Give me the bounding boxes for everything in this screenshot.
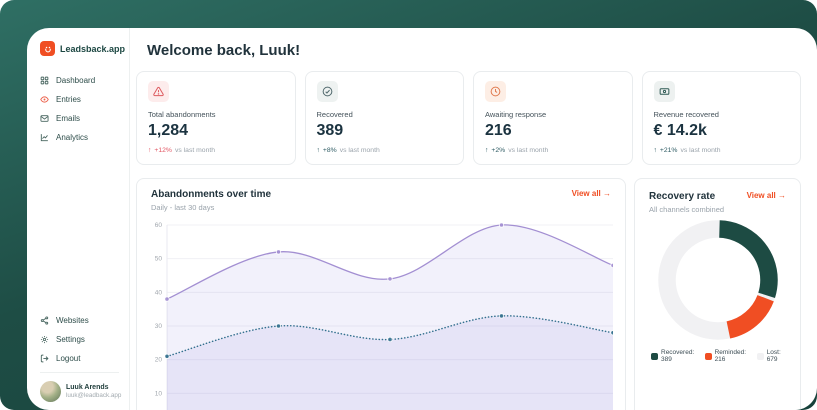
- sidebar-item-entries[interactable]: Entries: [40, 95, 129, 104]
- panel-title: Abandonments over time: [151, 189, 271, 200]
- donut-legend: Recovered: 389 Reminded: 216 Lost: 679: [649, 349, 786, 363]
- stat-label: Total abandonments: [148, 110, 284, 119]
- sidebar-item-analytics[interactable]: Analytics: [40, 133, 129, 142]
- stat-delta: ↑ +12% vs last month: [148, 147, 284, 154]
- stat-label: Awaiting response: [485, 110, 621, 119]
- clock-icon: [485, 81, 506, 102]
- stat-value: 389: [317, 122, 453, 140]
- app-logo[interactable]: Leadsback.app: [40, 41, 129, 56]
- mail-icon: [40, 114, 49, 123]
- stats-row: Total abandonments 1,284 ↑ +12% vs last …: [136, 71, 801, 165]
- app-name: Leadsback.app: [60, 44, 125, 54]
- share-icon: [40, 316, 49, 325]
- sidebar-spacer: [40, 142, 129, 296]
- sidebar-item-dashboard[interactable]: Dashboard: [40, 76, 129, 85]
- gear-icon: [40, 335, 49, 344]
- stat-card-revenue-recovered: Revenue recovered € 14.2k ↑ +21% vs last…: [642, 71, 802, 165]
- check-circle-icon: [317, 81, 338, 102]
- recovery-donut: [649, 218, 786, 342]
- user-profile[interactable]: Luuk Arends luuk@leadback.app: [40, 372, 119, 402]
- panel-subtitle: Daily - last 30 days: [151, 203, 271, 212]
- arrow-up-icon: ↑: [317, 147, 320, 154]
- legend-swatch: [651, 353, 658, 360]
- eye-icon: [40, 95, 49, 104]
- stat-label: Recovered: [317, 110, 453, 119]
- stat-card-recovered: Recovered 389 ↑ +8% vs last month: [305, 71, 465, 165]
- recovery-donut-svg: [652, 218, 784, 342]
- stat-delta: ↑ +8% vs last month: [317, 147, 453, 154]
- logo-icon: [40, 41, 55, 56]
- abandonments-panel: Abandonments over time Daily - last 30 d…: [136, 178, 626, 410]
- user-email: luuk@leadback.app: [66, 392, 121, 400]
- sidebar-item-label: Dashboard: [56, 76, 95, 85]
- stat-value: 216: [485, 122, 621, 140]
- legend-swatch: [705, 353, 712, 360]
- panel-subtitle: All channels combined: [649, 205, 724, 214]
- legend-item-reminded: Reminded: 216: [705, 349, 748, 363]
- stat-card-awaiting-response: Awaiting response 216 ↑ +2% vs last mont…: [473, 71, 633, 165]
- svg-text:10: 10: [155, 390, 163, 397]
- recovery-panel: Recovery rate All channels combined View…: [634, 178, 801, 410]
- stat-label: Revenue recovered: [654, 110, 790, 119]
- stat-card-total-abandonments: Total abandonments 1,284 ↑ +12% vs last …: [136, 71, 296, 165]
- app-window: Leadsback.app Dashboard: [27, 28, 817, 410]
- svg-text:20: 20: [155, 357, 163, 364]
- abandonments-chart: 0102030405060: [151, 218, 611, 410]
- grid-icon: [40, 76, 49, 85]
- page-title: Welcome back, Luuk!: [147, 42, 801, 59]
- stat-value: 1,284: [148, 122, 284, 140]
- view-all-link[interactable]: View all →: [747, 191, 786, 200]
- arrow-up-icon: ↑: [485, 147, 488, 154]
- arrow-up-icon: ↑: [654, 147, 657, 154]
- legend-swatch: [757, 353, 764, 360]
- sidebar-item-logout[interactable]: Logout: [40, 354, 129, 363]
- sidebar: Leadsback.app Dashboard: [27, 28, 130, 410]
- sidebar-item-label: Websites: [56, 316, 89, 325]
- stat-value: € 14.2k: [654, 122, 790, 140]
- legend-item-recovered: Recovered: 389: [651, 349, 696, 363]
- svg-text:30: 30: [155, 323, 163, 330]
- banknote-icon: [654, 81, 675, 102]
- chart-icon: [40, 133, 49, 142]
- arrow-up-icon: ↑: [148, 147, 151, 154]
- main-content: Welcome back, Luuk! Total abandonments 1…: [130, 28, 817, 410]
- warning-icon: [148, 81, 169, 102]
- app-frame: Leadsback.app Dashboard: [0, 0, 817, 410]
- sidebar-item-label: Emails: [56, 114, 80, 123]
- sidebar-item-label: Entries: [56, 95, 81, 104]
- sidebar-item-label: Logout: [56, 354, 80, 363]
- stat-delta: ↑ +21% vs last month: [654, 147, 790, 154]
- charts-row: Abandonments over time Daily - last 30 d…: [136, 178, 801, 410]
- view-all-link[interactable]: View all →: [572, 189, 611, 198]
- legend-item-lost: Lost: 679: [757, 349, 786, 363]
- panel-title: Recovery rate: [649, 191, 724, 202]
- stat-delta: ↑ +2% vs last month: [485, 147, 621, 154]
- sidebar-item-label: Settings: [56, 335, 85, 344]
- svg-text:50: 50: [155, 256, 163, 263]
- logout-icon: [40, 354, 49, 363]
- avatar: [40, 381, 61, 402]
- secondary-nav: Websites Settings: [40, 316, 129, 363]
- user-name: Luuk Arends: [66, 383, 121, 392]
- sidebar-item-websites[interactable]: Websites: [40, 316, 129, 325]
- abandonments-chart-svg: 0102030405060: [151, 218, 613, 410]
- svg-text:60: 60: [155, 222, 163, 229]
- primary-nav: Dashboard Entries: [40, 76, 129, 142]
- sidebar-item-emails[interactable]: Emails: [40, 114, 129, 123]
- sidebar-item-label: Analytics: [56, 133, 88, 142]
- sidebar-item-settings[interactable]: Settings: [40, 335, 129, 344]
- svg-text:40: 40: [155, 289, 163, 296]
